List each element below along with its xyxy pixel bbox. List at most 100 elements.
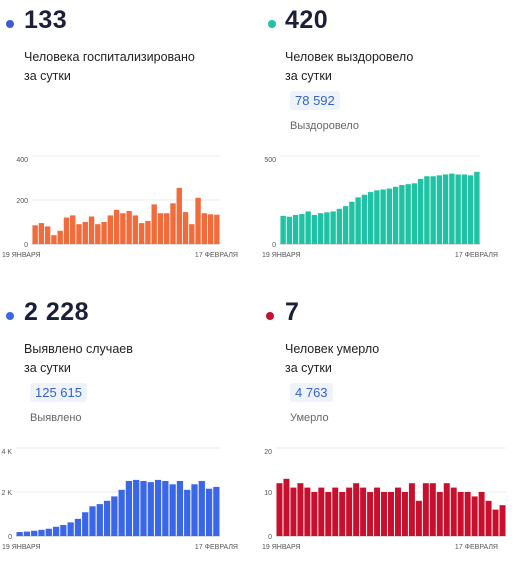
bar [191,484,198,536]
bar [436,492,443,536]
deaths-chart: 20 10 0 19 ЯНВАРЯ 17 ФЕВРАЛЯ [262,447,506,551]
bar [381,492,388,536]
x-end-label: 17 ФЕВРАЛЯ [195,544,238,551]
bar [32,225,38,244]
y-tick-label: 20 [264,449,272,456]
panel-hospitalized: 133 Человека госпитализировано за сутки … [0,0,250,290]
bar [424,176,430,244]
bar [367,192,374,244]
bar [297,483,304,536]
bar [499,505,506,536]
bar [394,487,401,536]
bar [415,500,422,536]
bar [162,481,169,536]
bar [405,184,411,244]
bar [336,208,343,244]
bar [386,188,393,244]
y-tick-label: 0 [8,534,12,541]
bar [283,478,290,536]
bar [436,175,443,244]
y-tick-label: 2 K [1,490,12,497]
bar [318,487,325,536]
bar [120,213,126,244]
bar [31,530,38,536]
bar [360,487,367,536]
bar [450,487,457,536]
recovered-total: 78 592 [290,91,340,110]
recovered-description: Человек выздоровело за сутки [285,48,505,86]
bar [286,216,293,244]
y-tick-label: 500 [264,157,276,164]
bar [213,486,220,536]
bar [16,532,23,536]
bar [201,213,208,244]
bar [330,211,336,244]
x-start-label: 19 ЯНВАРЯ [2,252,41,259]
deaths-total-label: Умерло [290,412,329,424]
description-line-1: Человек выздоровело [285,50,414,64]
bar [408,483,415,536]
recovered-total-label: Выздоровело [290,120,359,132]
series-dot-icon [268,20,276,28]
bar [176,481,184,536]
deaths-total: 4 763 [290,383,333,402]
x-start-label: 19 ЯНВАРЯ [262,252,301,259]
bar [140,481,147,536]
deaths-value: 7 [285,298,300,326]
bar [76,224,82,244]
bar [304,487,311,536]
bar [82,512,89,536]
bar [45,528,52,536]
bar [132,215,139,244]
bar [103,500,111,536]
series-dot-icon [266,312,274,320]
bar [57,230,63,244]
bar [429,483,436,536]
bar [70,215,76,244]
recovered-value: 420 [285,6,329,34]
bar [388,492,394,536]
series-dot-icon [6,312,14,320]
bar [138,223,145,244]
bar [443,483,450,536]
deaths-description: Человек умерло за сутки [285,340,505,378]
cases-total: 125 615 [30,383,87,402]
bar [492,509,499,536]
bar [95,224,101,244]
bar [189,224,195,244]
bar [292,214,299,244]
description-line-2: за сутки [285,361,332,375]
bar [125,481,133,536]
bar [374,190,380,244]
bar [82,222,88,244]
y-tick-label: 0 [24,242,28,249]
bar [133,479,140,536]
bar [118,489,125,536]
bar [176,187,182,244]
bar [38,223,45,244]
x-start-label: 19 ЯНВАРЯ [2,544,41,551]
bar [474,171,480,244]
bar [51,235,57,244]
recovered-chart: 500 0 19 ЯНВАРЯ 17 ФЕВРАЛЯ [262,155,498,259]
bar [111,496,118,536]
bar [374,487,381,536]
bar [311,492,318,536]
y-tick-label: 4 K [1,449,12,456]
hospitalized-value: 133 [24,6,68,34]
bar [195,197,201,244]
cases-total-label: Выявлено [30,412,82,424]
bar [107,215,114,244]
bar [198,481,205,536]
bar [449,173,455,244]
bar [422,483,429,536]
bar [380,189,386,244]
bar [88,216,95,244]
bar [455,174,461,244]
bar [96,504,103,536]
bar [154,479,162,536]
x-start-label: 19 ЯНВАРЯ [262,544,301,551]
bar [205,488,213,536]
bar [145,220,151,244]
panel-cases: 2 228 Выявлено случаев за сутки 125 615 … [0,292,250,582]
